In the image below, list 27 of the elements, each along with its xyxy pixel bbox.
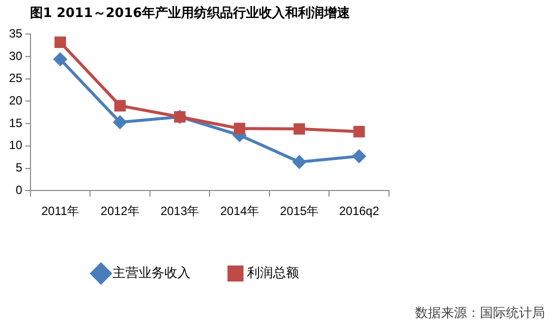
point	[54, 52, 67, 66]
x-tick-label: 2011年	[41, 204, 80, 218]
y-tick-label: 5	[16, 160, 23, 175]
point	[234, 122, 246, 134]
y-tick-label: 30	[8, 48, 23, 63]
point	[114, 116, 127, 129]
x-tick-label: 2012年	[100, 204, 140, 218]
y-tick-label: 10	[8, 138, 23, 152]
y-tick-label: 20	[8, 94, 23, 108]
x-tick-label: 2013年	[160, 204, 200, 218]
legend-label: 利润总额	[247, 266, 299, 281]
point	[114, 100, 126, 112]
source-note: 数据来源：国际统计局	[415, 305, 545, 322]
legend-label: 主营业务收入	[112, 264, 190, 281]
point	[352, 150, 366, 163]
y-tick-label: 15	[8, 116, 23, 130]
chart-title: 图1 2011～2016年产业用纺织品行业收入和利润增速	[30, 4, 350, 22]
y-tick-label: 25	[8, 71, 23, 86]
x-tick-label: 2015年	[280, 204, 319, 218]
y-tick-label: 35	[8, 26, 23, 41]
x-tick-label: 2016q2	[339, 204, 380, 218]
x-tick-label: 2014年	[220, 204, 259, 218]
point	[54, 36, 66, 48]
point	[292, 156, 306, 168]
y-tick-label: 0	[16, 182, 23, 197]
point	[353, 126, 365, 138]
point	[294, 123, 306, 135]
